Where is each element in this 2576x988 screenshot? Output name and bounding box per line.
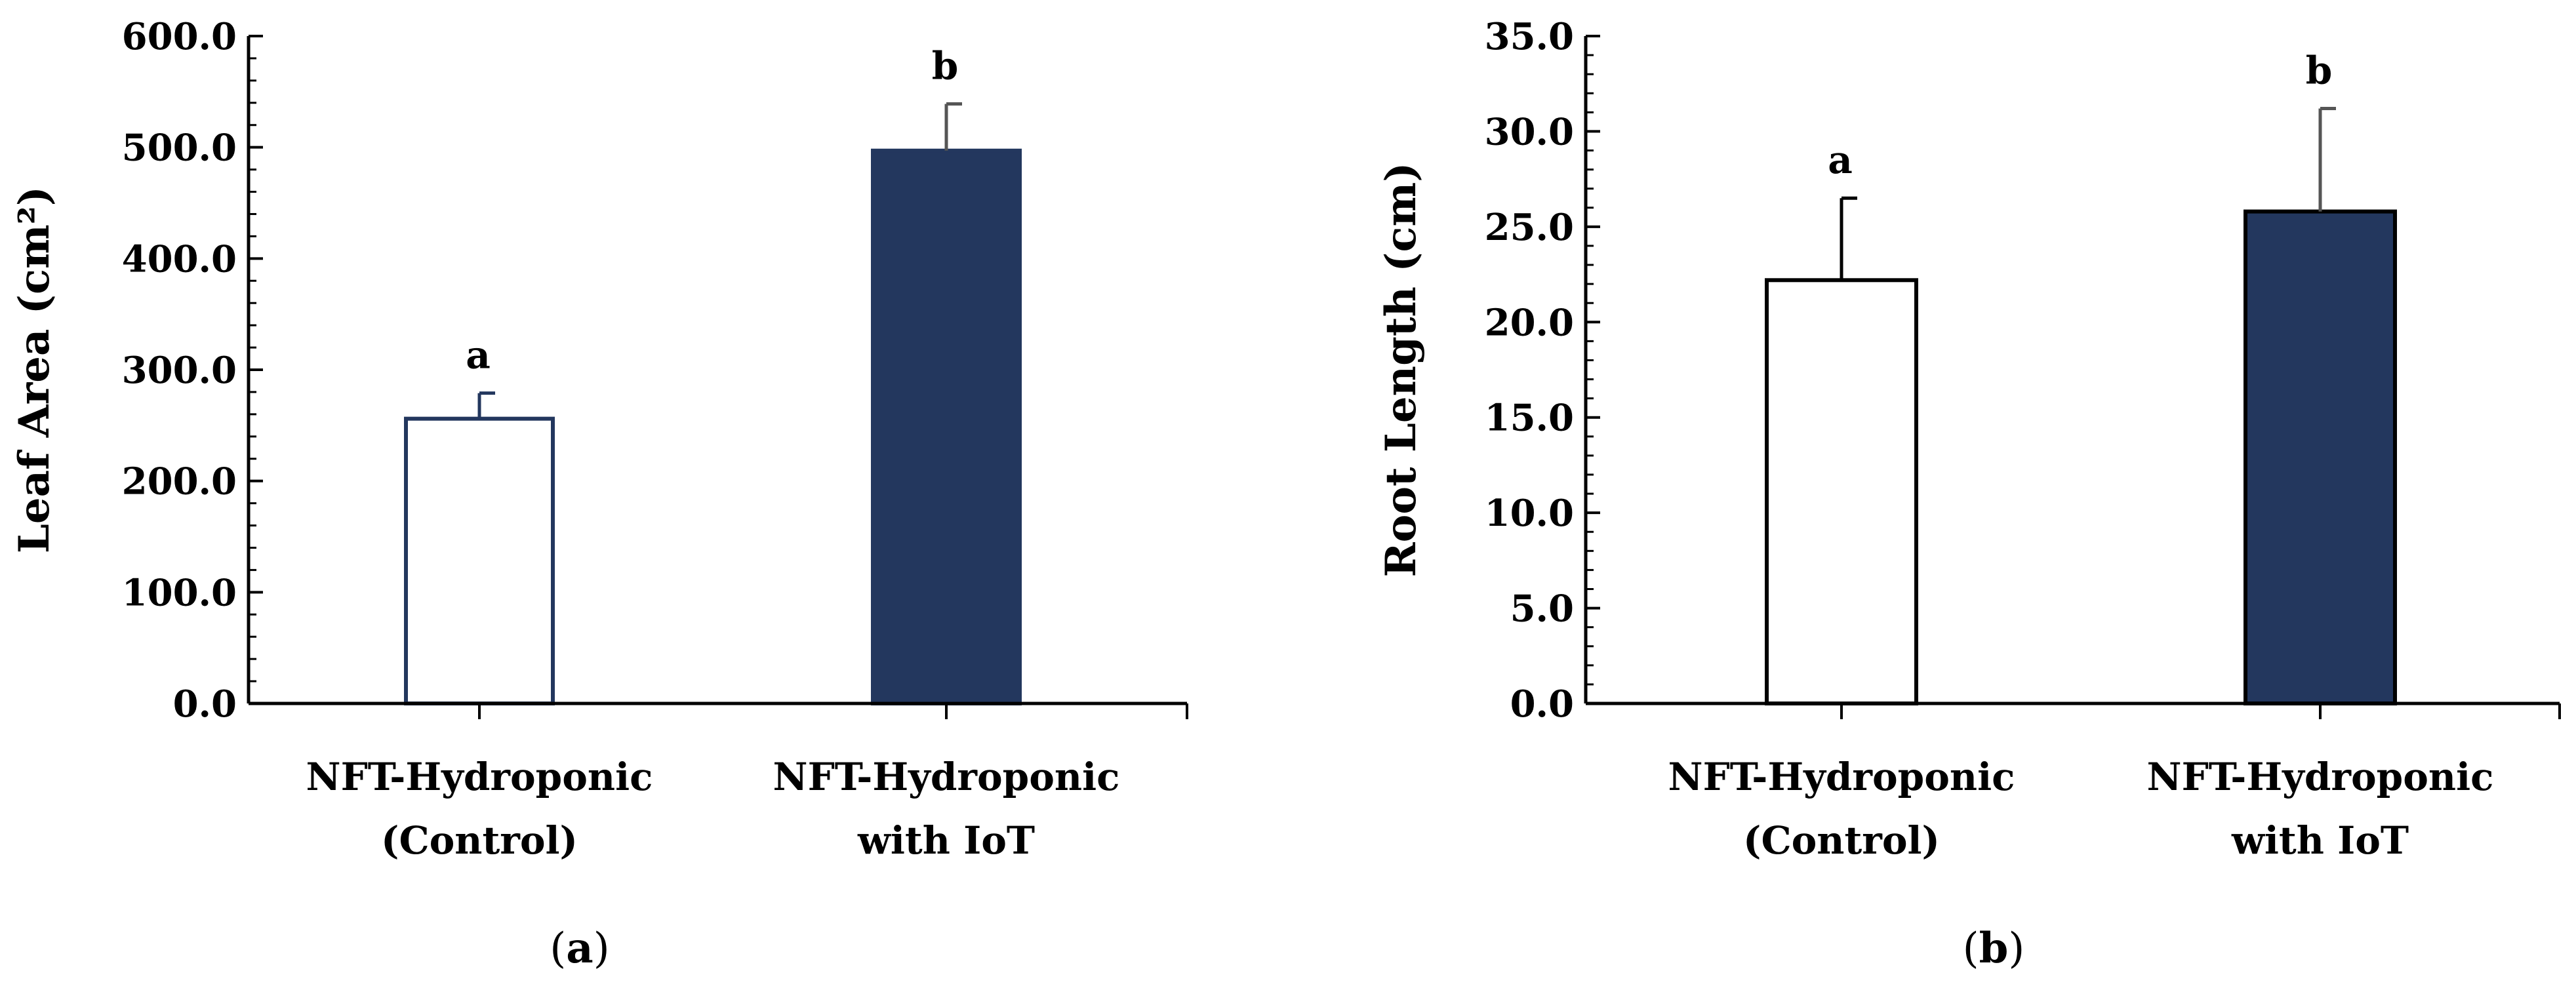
y-tick-label: 100.0 — [122, 571, 237, 614]
significance-letter: a — [1828, 138, 1853, 182]
category-label: (Control) — [381, 818, 578, 863]
y-tick-label: 400.0 — [122, 237, 237, 281]
category-label: with IoT — [2231, 818, 2409, 863]
panel-caption: (b) — [1963, 924, 2025, 973]
category-label: NFT-Hydroponic — [2147, 755, 2494, 799]
bar — [871, 148, 1022, 706]
y-ticks — [1586, 35, 1600, 705]
significance-letter: a — [466, 333, 491, 378]
category-label: with IoT — [857, 818, 1035, 863]
y-tick-label: 500.0 — [122, 127, 237, 170]
y-tick-label: 600.0 — [122, 15, 237, 58]
y-tick-label: 300.0 — [122, 349, 237, 392]
y-tick-label: 35.0 — [1485, 15, 1574, 58]
y-ticks — [249, 35, 263, 705]
y-tick-label: 0.0 — [1510, 682, 1574, 726]
root-length-chart: ab 0.05.010.015.020.025.030.035.0 Root L… — [1377, 15, 2561, 973]
panel-caption-letter: a — [566, 924, 593, 973]
y-tick-label: 20.0 — [1485, 301, 1574, 344]
category-label: NFT-Hydroponic — [773, 755, 1120, 799]
y-tick-label: 0.0 — [173, 682, 237, 726]
error-bars: ab — [466, 43, 962, 419]
y-tick-label: 15.0 — [1485, 397, 1574, 440]
y-tick-label: 30.0 — [1485, 110, 1574, 153]
bar — [2244, 209, 2397, 705]
panel-caption-letter: b — [1979, 924, 2009, 973]
y-tick-label: 5.0 — [1510, 587, 1574, 631]
category-label: NFT-Hydroponic — [306, 755, 653, 799]
panel-caption: (a) — [550, 924, 609, 973]
y-axis-label: Leaf Area (cm²) — [10, 186, 59, 553]
y-tick-label: 25.0 — [1485, 206, 1574, 249]
bars — [1765, 209, 2397, 706]
error-bars: ab — [1828, 49, 2336, 281]
y-axis-label: Root Length (cm) — [1377, 162, 1426, 577]
y-tick-label: 10.0 — [1485, 492, 1574, 535]
significance-letter: b — [932, 43, 959, 88]
significance-letter: b — [2306, 49, 2333, 93]
bar — [1765, 278, 1918, 706]
bars — [404, 148, 1022, 706]
category-label: NFT-Hydroponic — [1668, 755, 2015, 799]
bar — [404, 416, 555, 705]
y-tick-label: 200.0 — [122, 460, 237, 504]
category-label: (Control) — [1743, 818, 1940, 863]
